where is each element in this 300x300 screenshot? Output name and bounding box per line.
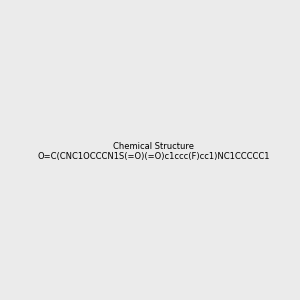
Text: Chemical Structure
O=C(CNC1OCCCN1S(=O)(=O)c1ccc(F)cc1)NC1CCCCC1: Chemical Structure O=C(CNC1OCCCN1S(=O)(=… <box>38 142 270 161</box>
